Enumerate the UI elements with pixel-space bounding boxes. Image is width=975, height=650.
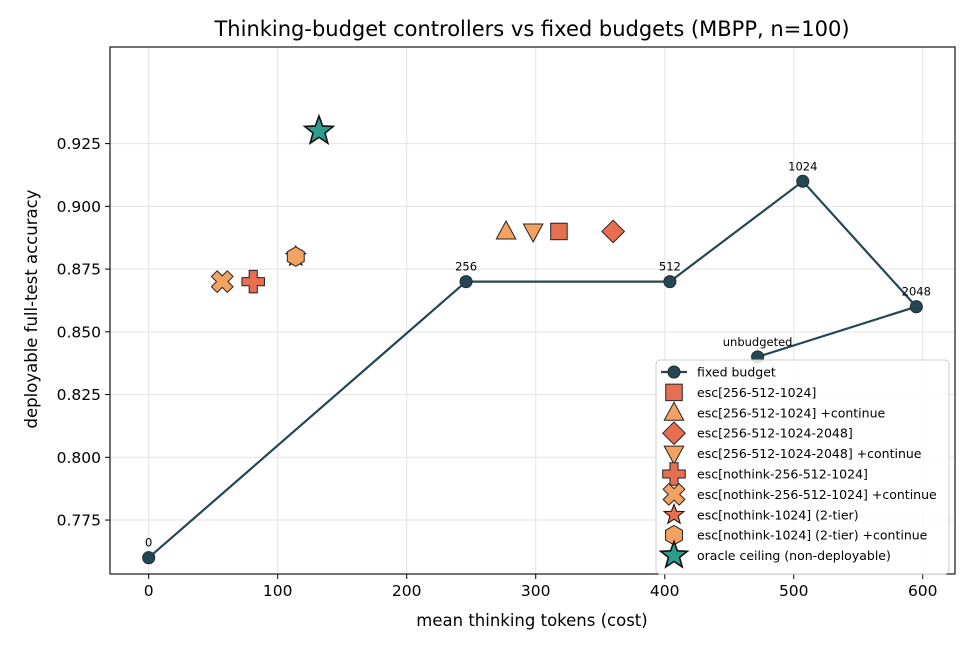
x-tick-label: 400 — [650, 582, 680, 600]
legend-label: esc[nothink-1024] (2-tier) — [697, 507, 859, 522]
data-point-fixed-budget — [459, 275, 473, 289]
legend-swatch-fixed-budget — [667, 365, 681, 379]
plot-area: 0 100 200 300 400 500 600 0.775 0.800 0.825 0.850 0… — [57, 46, 956, 600]
legend-label: esc[256-512-1024] +continue — [697, 405, 885, 420]
data-label: 2048 — [902, 285, 931, 299]
legend-swatch-esc-256-512-1024-continue — [663, 401, 685, 421]
data-point-esc-256-512-1024 — [550, 222, 568, 241]
legend-label: esc[256-512-1024] — [697, 385, 816, 400]
y-tick-label: 0.775 — [57, 512, 101, 530]
data-point-esc-nothink-256-512-1024 — [241, 269, 265, 294]
legend-swatch-esc-256-512-1024-2048 — [662, 421, 686, 446]
data-label: 1024 — [788, 159, 817, 173]
legend-label: esc[256-512-1024-2048] +continue — [697, 446, 922, 461]
data-point-esc-256-512-1024-2048-continue — [522, 223, 544, 243]
data-point-fixed-budget — [663, 275, 677, 289]
legend-label: oracle ceiling (non-deployable) — [697, 548, 891, 563]
data-point-fixed-budget — [142, 551, 156, 565]
legend-label: esc[256-512-1024-2048] — [697, 426, 853, 441]
data-point-fixed-budget — [796, 174, 810, 188]
legend-label: esc[nothink-256-512-1024] +continue — [697, 487, 937, 502]
fixed-budget-line — [147, 179, 919, 559]
legend-swatch-esc-256-512-1024-2048-continue — [663, 445, 685, 466]
x-tick-label: 500 — [779, 582, 809, 600]
data-point-fixed-budget — [909, 300, 923, 314]
data-point-esc-nothink-256-512-1024-continue — [210, 270, 234, 294]
legend-label: esc[nothink-256-512-1024] — [697, 467, 868, 482]
legend-swatch-esc-nothink-256-512-1024-continue — [662, 482, 686, 506]
legend-swatch-esc-nothink-1024-2-tier — [662, 502, 686, 525]
data-point-esc-256-512-1024-continue — [495, 219, 517, 240]
y-tick-label: 0.850 — [57, 323, 101, 341]
data-label: 512 — [659, 260, 681, 274]
x-tick-label: 300 — [521, 582, 551, 600]
data-label: 256 — [455, 260, 477, 274]
legend-swatch-esc-256-512-1024 — [665, 383, 683, 402]
data-point-esc-256-512-1024-2048 — [601, 219, 626, 244]
x-tick-label: 600 — [908, 582, 938, 600]
data-label: 0 — [145, 536, 152, 550]
data-label: unbudgeted — [723, 335, 793, 349]
legend-label: fixed budget — [697, 365, 776, 380]
axes-frame — [109, 46, 956, 575]
y-axis-label: deployable full-test accuracy — [22, 189, 41, 428]
x-tick-label: 200 — [392, 582, 422, 600]
x-tick-label: 100 — [263, 582, 293, 600]
data-point-esc-nothink-1024-2-tier-continue — [286, 246, 305, 267]
x-tick-label: 0 — [144, 582, 154, 600]
y-tick-label: 0.800 — [57, 449, 101, 467]
y-tick-label: 0.925 — [57, 135, 101, 153]
y-tick-label: 0.825 — [57, 386, 101, 404]
legend-swatch-oracle-ceiling-non-deployable — [658, 539, 690, 569]
chart-title: Thinking-budget controllers vs fixed bud… — [213, 17, 849, 41]
legend-label: esc[nothink-1024] (2-tier) +continue — [697, 528, 928, 543]
y-tick-label: 0.900 — [57, 198, 101, 216]
legend: fixed budget esc[256-512-1024] esc[256-512… — [655, 359, 950, 575]
data-point-oracle-ceiling-non-deployable — [302, 113, 336, 146]
y-tick-label: 0.875 — [57, 261, 101, 279]
legend-frame — [655, 359, 950, 575]
x-axis-label: mean thinking tokens (cost) — [416, 611, 647, 630]
